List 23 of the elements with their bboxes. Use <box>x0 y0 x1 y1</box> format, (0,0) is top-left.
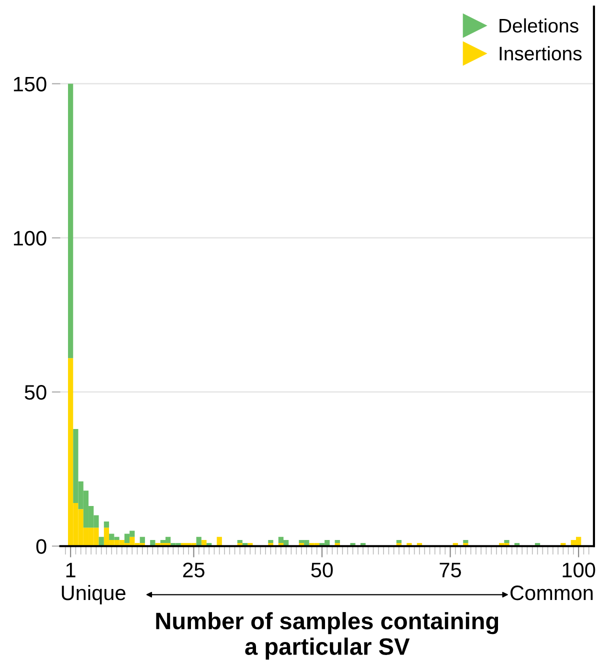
bar <box>334 540 340 544</box>
x-tick-label: 50 <box>311 562 333 578</box>
bar <box>68 84 74 358</box>
bar <box>104 521 110 528</box>
bar <box>237 540 242 544</box>
y-tick-label: 100 <box>14 230 46 246</box>
x-tick-label: 100 <box>562 562 596 578</box>
legend-label: Insertions <box>500 46 582 60</box>
bar <box>396 540 402 544</box>
y-tick-label: 150 <box>14 76 46 92</box>
bar <box>140 536 145 544</box>
y-tick-label: 50 <box>24 384 46 400</box>
legend-label: Deletions <box>500 18 578 33</box>
bar <box>463 540 468 544</box>
x-tick-label: 25 <box>183 562 204 578</box>
text: Common <box>510 586 593 600</box>
x-tick-label: 1 <box>66 562 76 578</box>
x-tick-label: 75 <box>440 562 461 578</box>
x-axis-title: Number of samples containing a particular SV <box>156 612 498 660</box>
bar <box>504 540 510 544</box>
bar <box>268 540 274 544</box>
y-tick-label: 0 <box>36 539 46 554</box>
text: Unique <box>62 584 126 604</box>
